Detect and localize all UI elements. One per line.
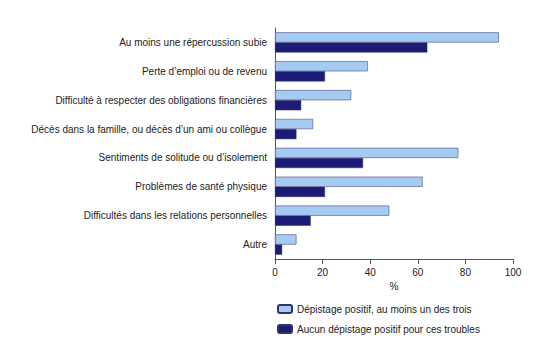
svg-text:0: 0 bbox=[272, 267, 278, 278]
svg-text:Difficulté à respecter des obl: Difficulté à respecter des obligations f… bbox=[55, 95, 267, 106]
svg-text:Difficultés dans les relations: Difficultés dans les relations personnel… bbox=[84, 210, 267, 221]
svg-text:100: 100 bbox=[505, 267, 522, 278]
svg-text:40: 40 bbox=[365, 267, 377, 278]
svg-text:Au moins une répercussion subi: Au moins une répercussion subie bbox=[119, 37, 267, 48]
svg-text:Autre: Autre bbox=[243, 239, 267, 250]
svg-text:Perte d’emploi ou de revenu: Perte d’emploi ou de revenu bbox=[142, 66, 267, 77]
svg-text:20: 20 bbox=[317, 267, 329, 278]
svg-text:80: 80 bbox=[460, 267, 472, 278]
svg-text:Dépistage positif, au moins un: Dépistage positif, au moins un des trois bbox=[297, 304, 472, 315]
svg-text:Aucun dépistage positif pour c: Aucun dépistage positif pour ces trouble… bbox=[297, 324, 480, 335]
svg-text:Sentiments de solitude ou d’is: Sentiments de solitude ou d’isolement bbox=[99, 152, 268, 163]
svg-text:Décès dans la famille, ou décè: Décès dans la famille, ou décès d’un ami… bbox=[31, 124, 267, 135]
svg-text:%: % bbox=[390, 281, 399, 292]
svg-text:60: 60 bbox=[412, 267, 424, 278]
svg-text:Problèmes de santé physique: Problèmes de santé physique bbox=[135, 181, 267, 192]
